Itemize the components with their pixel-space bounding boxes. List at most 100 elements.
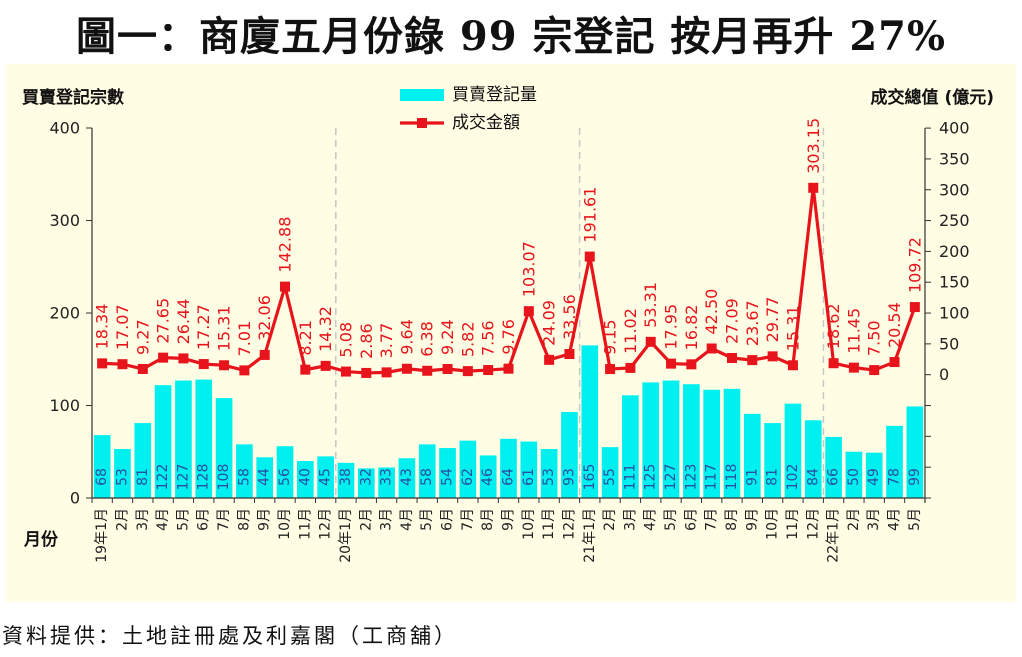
category-label: 6月 xyxy=(683,508,699,531)
line-value-label: 7.50 xyxy=(865,320,884,356)
bar-36 xyxy=(825,436,842,498)
bar-33 xyxy=(764,423,781,498)
line-point-26 xyxy=(625,362,636,373)
combo-chart: 68 53 81 122 127 128 108 58 44 56 40 45 38 32 33 43 58 54… xyxy=(22,85,994,563)
line-point-15 xyxy=(401,363,412,374)
bar-30 xyxy=(703,389,721,498)
right-tick-label: 150 xyxy=(939,273,970,292)
category-label: 7月 xyxy=(216,508,232,531)
line-value-label: 17.27 xyxy=(194,304,213,350)
bar-35 xyxy=(804,420,822,498)
line-point-19 xyxy=(483,365,494,376)
right-tick-label: 50 xyxy=(939,334,959,353)
bar-19 xyxy=(479,455,497,498)
category-label: 10月 xyxy=(277,508,293,540)
bar-value-label: 54 xyxy=(440,468,456,486)
line-value-label: 18.34 xyxy=(93,304,112,350)
left-tick-label: 300 xyxy=(49,211,80,230)
chart-panel: 68 53 81 122 127 128 108 58 44 56 40 45 38 32 33 43 58 54… xyxy=(6,64,1016,602)
line-point-40 xyxy=(909,302,920,313)
line-point-6 xyxy=(219,360,230,371)
bar-15 xyxy=(398,458,416,498)
line-value-label: 32.06 xyxy=(255,295,274,341)
line-value-label: 29.77 xyxy=(763,297,782,343)
bar-23 xyxy=(561,411,578,498)
bar-value-label: 127 xyxy=(663,464,679,491)
bar-17 xyxy=(439,448,456,498)
category-label: 10月 xyxy=(765,508,781,540)
line-value-label: 5.82 xyxy=(458,321,477,357)
bar-value-label: 64 xyxy=(501,468,517,486)
line-value-label: 5.08 xyxy=(336,322,355,358)
bar-value-label: 32 xyxy=(358,468,374,486)
line-point-32 xyxy=(747,355,758,366)
bar-9 xyxy=(276,446,294,498)
bar-value-label: 46 xyxy=(480,468,496,486)
line-point-29 xyxy=(686,359,697,370)
category-label: 11月 xyxy=(541,508,557,540)
line-value-label: 7.56 xyxy=(479,320,498,356)
line-series xyxy=(97,182,920,378)
line-value-label: 9.76 xyxy=(499,319,518,355)
category-label: 10月 xyxy=(521,508,537,540)
bar-4 xyxy=(175,380,192,498)
line-value-label: 9.15 xyxy=(601,319,620,355)
bar-value-label: 118 xyxy=(724,464,740,491)
category-label: 2月 xyxy=(846,508,862,531)
category-label: 3月 xyxy=(379,508,395,531)
line-point-39 xyxy=(889,357,900,368)
category-label: 11月 xyxy=(785,508,801,540)
line-value-label: 9.64 xyxy=(397,319,416,355)
right-tick-label: 300 xyxy=(939,180,970,199)
line-point-22 xyxy=(544,354,555,365)
bar-value-label: 45 xyxy=(318,468,334,486)
bar-29 xyxy=(683,384,700,498)
line-value-label: 109.72 xyxy=(905,237,924,293)
line-value-label: 9.24 xyxy=(438,319,457,355)
bar-value-label: 93 xyxy=(561,468,577,486)
bar-22 xyxy=(540,448,558,498)
legend-line-label: 成交金額 xyxy=(452,113,520,133)
bar-8 xyxy=(256,457,274,498)
line-value-label: 33.56 xyxy=(560,294,579,340)
category-label: 7月 xyxy=(704,508,720,531)
axis-text: 0 100 200 300 400 0 50 100 150 200 250 300 350 400 19年… xyxy=(22,87,994,563)
right-tick-label: 200 xyxy=(939,242,970,261)
category-label: 6月 xyxy=(440,508,456,531)
category-label: 11月 xyxy=(297,508,313,540)
category-label: 5月 xyxy=(419,508,435,531)
bar-27 xyxy=(642,382,660,498)
line-point-31 xyxy=(726,352,737,363)
line-value-label: 303.15 xyxy=(804,118,823,174)
category-label: 5月 xyxy=(663,508,679,531)
bar-value-label: 43 xyxy=(399,468,415,486)
line-point-27 xyxy=(645,336,656,347)
bar-value-label: 38 xyxy=(338,468,354,486)
bar-25 xyxy=(601,447,619,498)
line-value-label: 11.45 xyxy=(844,308,863,354)
bar-value-label: 108 xyxy=(216,464,232,491)
bar-0 xyxy=(93,435,111,498)
bar-16 xyxy=(418,444,436,498)
bar-value-label: 58 xyxy=(236,468,252,486)
bar-value-label: 62 xyxy=(460,468,476,486)
line-point-8 xyxy=(259,349,270,360)
line-point-5 xyxy=(198,359,209,370)
legend-bar-label: 買賣登記量 xyxy=(452,85,537,105)
left-tick-label: 100 xyxy=(49,396,80,415)
line-value-label: 6.38 xyxy=(418,321,437,357)
line-point-13 xyxy=(361,367,372,378)
right-tick-label: 100 xyxy=(939,304,970,323)
line-value-label: 11.02 xyxy=(621,308,640,354)
line-value-label: 103.07 xyxy=(519,241,538,297)
line-value-label: 17.95 xyxy=(662,304,681,350)
line-point-28 xyxy=(666,358,677,369)
bar-11 xyxy=(317,456,334,498)
bar-value-label: 56 xyxy=(277,468,293,486)
bar-26 xyxy=(622,395,639,498)
bar-18 xyxy=(459,440,477,498)
category-label: 7月 xyxy=(460,508,476,531)
bar-2 xyxy=(134,423,152,498)
bar-13 xyxy=(357,468,375,498)
line-value-label: 15.31 xyxy=(215,305,234,351)
